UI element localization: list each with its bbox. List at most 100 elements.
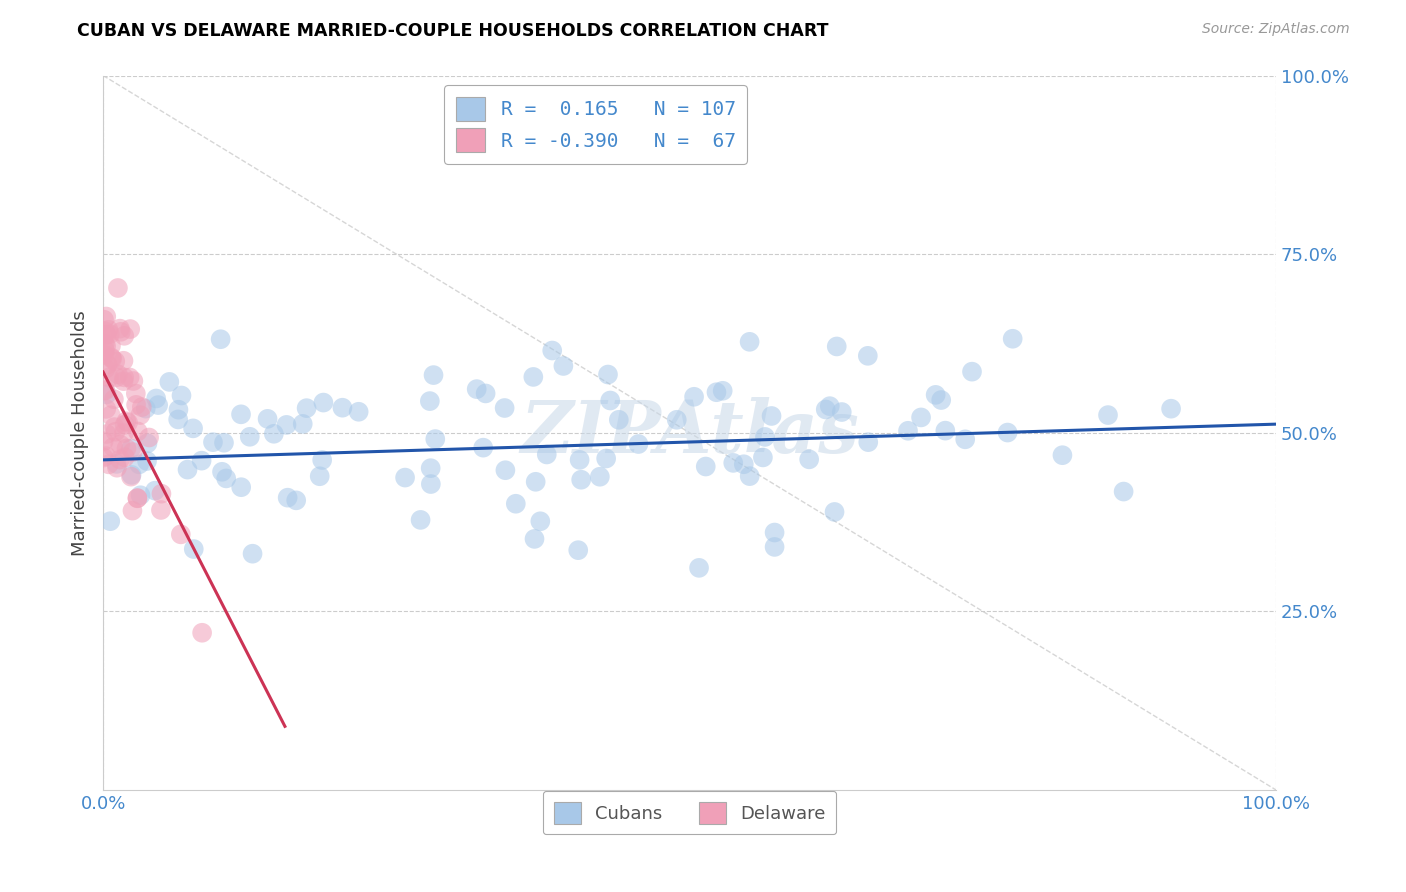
Point bbox=[121, 467, 143, 482]
Point bbox=[101, 351, 124, 366]
Point bbox=[831, 405, 853, 419]
Point bbox=[96, 339, 118, 353]
Point bbox=[176, 462, 198, 476]
Point bbox=[94, 449, 117, 463]
Legend: Cubans, Delaware: Cubans, Delaware bbox=[543, 791, 837, 835]
Point bbox=[505, 497, 527, 511]
Point bbox=[239, 430, 262, 444]
Point bbox=[627, 437, 650, 451]
Point bbox=[763, 525, 786, 540]
Point bbox=[814, 402, 837, 417]
Point bbox=[858, 435, 880, 450]
Point bbox=[100, 351, 122, 365]
Point bbox=[94, 384, 117, 398]
Point bbox=[110, 325, 132, 339]
Point bbox=[129, 488, 152, 502]
Point bbox=[112, 374, 135, 388]
Point bbox=[553, 359, 575, 373]
Point bbox=[522, 370, 544, 384]
Point bbox=[98, 370, 121, 384]
Point bbox=[105, 370, 128, 384]
Point bbox=[101, 440, 124, 454]
Point bbox=[108, 452, 131, 467]
Point bbox=[856, 349, 879, 363]
Point bbox=[209, 332, 232, 346]
Point bbox=[256, 412, 278, 426]
Point bbox=[125, 398, 148, 412]
Point bbox=[96, 327, 118, 342]
Point bbox=[212, 435, 235, 450]
Point bbox=[96, 401, 118, 416]
Point bbox=[98, 514, 121, 528]
Point bbox=[929, 392, 952, 407]
Point bbox=[763, 540, 786, 554]
Point bbox=[93, 383, 115, 397]
Point bbox=[568, 453, 591, 467]
Point bbox=[135, 401, 157, 416]
Point bbox=[799, 452, 821, 467]
Point bbox=[419, 394, 441, 409]
Point bbox=[541, 343, 564, 358]
Point bbox=[824, 505, 846, 519]
Point bbox=[127, 491, 149, 505]
Text: ZIPAtlas: ZIPAtlas bbox=[520, 397, 859, 468]
Point bbox=[105, 460, 128, 475]
Point bbox=[1097, 408, 1119, 422]
Point bbox=[167, 412, 190, 426]
Point bbox=[112, 370, 135, 384]
Point bbox=[104, 354, 127, 368]
Text: Source: ZipAtlas.com: Source: ZipAtlas.com bbox=[1202, 22, 1350, 37]
Point bbox=[738, 469, 761, 483]
Point bbox=[897, 424, 920, 438]
Point bbox=[97, 358, 120, 372]
Point bbox=[96, 387, 118, 401]
Point bbox=[103, 392, 125, 407]
Point bbox=[818, 399, 841, 413]
Point bbox=[181, 421, 204, 435]
Point bbox=[347, 405, 370, 419]
Point bbox=[120, 469, 142, 483]
Point bbox=[93, 434, 115, 449]
Point bbox=[121, 445, 143, 459]
Point bbox=[524, 475, 547, 489]
Point bbox=[910, 410, 932, 425]
Point bbox=[738, 334, 761, 349]
Point bbox=[121, 503, 143, 517]
Point bbox=[474, 386, 496, 401]
Point bbox=[595, 451, 617, 466]
Point bbox=[599, 393, 621, 408]
Point bbox=[472, 441, 495, 455]
Point bbox=[150, 486, 173, 500]
Point bbox=[394, 470, 416, 484]
Point bbox=[125, 386, 148, 401]
Point bbox=[183, 542, 205, 557]
Point bbox=[122, 374, 145, 388]
Point bbox=[231, 480, 253, 494]
Point bbox=[118, 370, 141, 384]
Point bbox=[752, 450, 775, 465]
Point bbox=[711, 384, 734, 398]
Point bbox=[127, 491, 149, 506]
Point bbox=[754, 430, 776, 444]
Point bbox=[170, 388, 193, 402]
Point bbox=[665, 413, 688, 427]
Point bbox=[105, 457, 128, 471]
Point bbox=[419, 477, 441, 491]
Point bbox=[143, 483, 166, 498]
Point bbox=[112, 426, 135, 441]
Point bbox=[103, 420, 125, 434]
Point bbox=[93, 327, 115, 342]
Point bbox=[93, 348, 115, 362]
Point bbox=[761, 409, 783, 423]
Point bbox=[104, 425, 127, 439]
Point bbox=[201, 435, 224, 450]
Point bbox=[295, 401, 318, 416]
Point bbox=[149, 503, 172, 517]
Point bbox=[465, 382, 488, 396]
Point bbox=[128, 458, 150, 472]
Point bbox=[536, 447, 558, 461]
Point bbox=[924, 388, 946, 402]
Point bbox=[96, 310, 118, 324]
Point bbox=[93, 312, 115, 326]
Point bbox=[107, 368, 129, 382]
